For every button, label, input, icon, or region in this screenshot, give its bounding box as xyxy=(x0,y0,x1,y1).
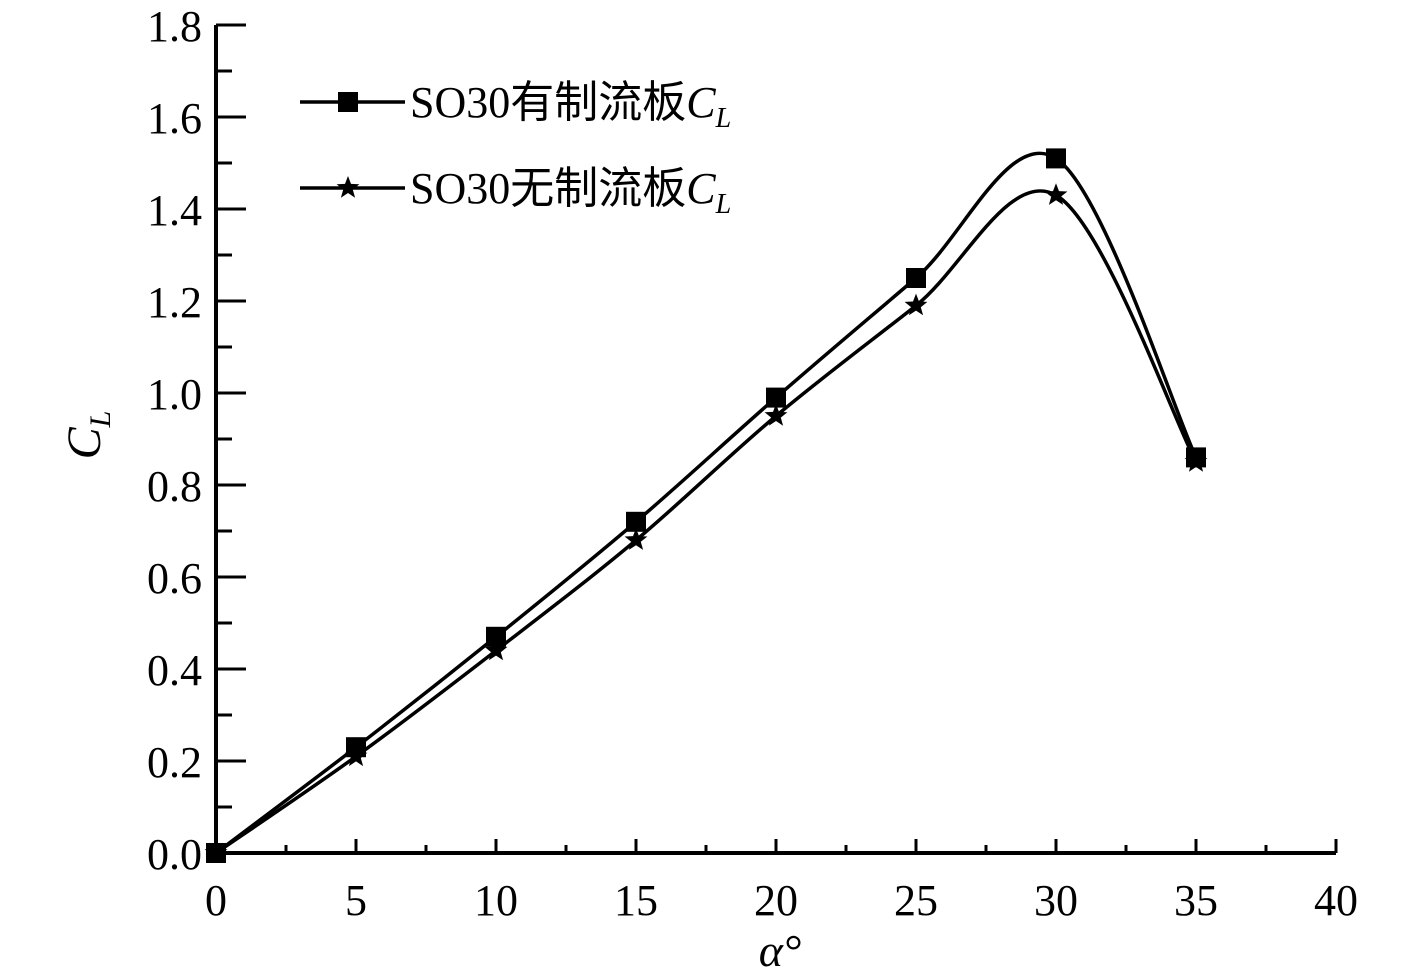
legend-entry-series-2: SO30无制流板CL xyxy=(300,164,731,220)
y-tick-label: 1.2 xyxy=(147,278,202,327)
y-tick-label: 1.6 xyxy=(147,94,202,143)
x-tick-label: 20 xyxy=(754,876,798,925)
legend-label-series-2: SO30无制流板CL xyxy=(410,164,731,220)
legend-label-series-1-italic: C xyxy=(686,78,716,127)
data-point-series-2 xyxy=(904,293,928,316)
y-tick-label: 1.0 xyxy=(147,370,202,419)
x-tick-label: 35 xyxy=(1174,876,1218,925)
legend-label-series-2-sub: L xyxy=(715,189,732,220)
legend-label-series-1-sub: L xyxy=(715,103,732,134)
x-axis-label: α° xyxy=(759,925,802,975)
legend-line-series-1 xyxy=(300,92,405,112)
y-axis-label-sub: L xyxy=(84,411,117,429)
data-point-series-1 xyxy=(906,268,926,288)
legend-label-series-1-text: SO30有制流板 xyxy=(410,78,686,127)
data-point-series-1 xyxy=(486,626,506,647)
y-tick-label: 0.8 xyxy=(147,462,202,511)
data-point-series-2 xyxy=(764,404,788,426)
legend-entry-series-1: SO30有制流板CL xyxy=(300,78,731,134)
x-tick-label: 30 xyxy=(1034,876,1078,925)
x-tick-label: 0 xyxy=(205,876,227,925)
y-tick-label: 0.0 xyxy=(147,830,202,879)
y-tick-label: 0.2 xyxy=(147,738,202,787)
y-tick-label: 0.6 xyxy=(147,554,202,603)
x-tick-label: 25 xyxy=(894,876,938,925)
y-axis-label: CL xyxy=(58,411,117,460)
x-tick-label: 40 xyxy=(1314,876,1358,925)
data-point-series-1 xyxy=(1046,148,1066,169)
data-point-series-1 xyxy=(766,387,786,408)
data-point-series-2 xyxy=(1044,183,1068,205)
legend-marker-square xyxy=(338,92,358,112)
legend-label-series-1: SO30有制流板CL xyxy=(410,78,731,134)
legend: SO30有制流板CL SO30无制流板CL xyxy=(300,78,731,220)
y-axis-label-main: C xyxy=(58,426,111,459)
data-point-series-2 xyxy=(484,638,508,661)
legend-line-series-2 xyxy=(300,176,405,198)
data-point-series-2 xyxy=(344,744,368,767)
x-tick-label: 10 xyxy=(474,876,518,925)
y-tick-label: 1.4 xyxy=(147,186,202,235)
data-point-series-2 xyxy=(204,841,228,863)
legend-label-series-2-italic: C xyxy=(686,164,716,213)
x-tick-label: 15 xyxy=(614,876,658,925)
data-point-series-2 xyxy=(624,528,648,550)
data-point-series-1 xyxy=(626,511,646,532)
data-point-series-2 xyxy=(1184,450,1208,472)
y-tick-label: 0.4 xyxy=(147,646,202,695)
y-tick-label: 1.8 xyxy=(147,2,202,51)
x-tick-label: 5 xyxy=(345,876,367,925)
legend-label-series-2-text: SO30无制流板 xyxy=(410,164,686,213)
legend-marker-star xyxy=(336,176,360,198)
plot-area: 0 5 10 15 20 25 30 35 40 0.0 0.2 0.4 0.6 0.8 1.0 1.2 1.4… xyxy=(147,2,1358,925)
